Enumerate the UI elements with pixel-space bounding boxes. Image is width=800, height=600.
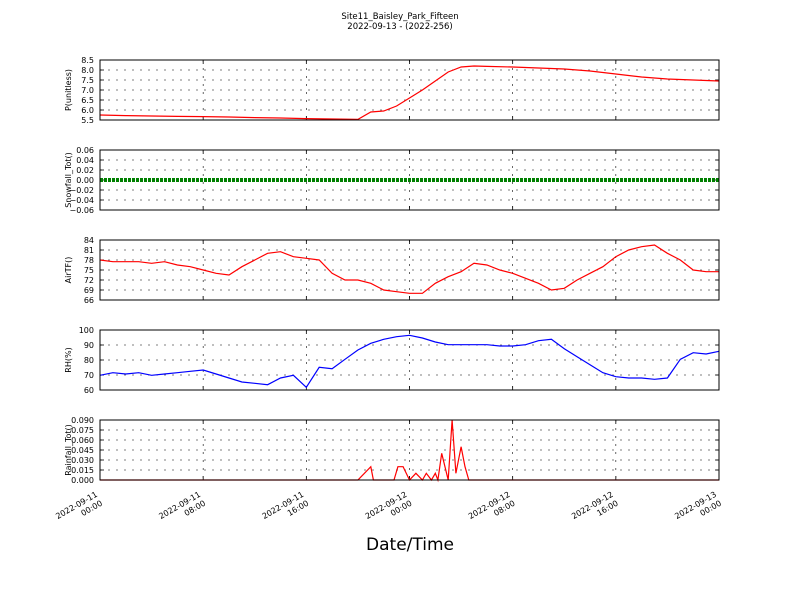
axes-frame [99,59,720,121]
y-tick-label: 7.0 [81,86,94,95]
y-tick-label: 8.0 [81,66,94,75]
x-tick-label: 2022-09-1200:00 [364,490,414,530]
x-axis-label: Date/Time [366,535,454,555]
y-tick-label: 0.090 [71,416,94,425]
y-tick-label: 100 [79,326,94,335]
y-tick-label: 69 [84,286,94,295]
x-tick-label: 2022-09-1216:00 [570,490,620,530]
series-line [99,244,719,294]
y-tick-label: −0.06 [69,206,94,215]
x-tick-label: 2022-09-1116:00 [261,490,311,530]
y-tick-label: 0.04 [76,156,94,165]
y-tick-label: 0.015 [71,466,94,475]
y-tick-label: 0.06 [76,146,94,155]
y-tick-label: 6.5 [81,96,94,105]
series-line [99,334,720,389]
y-tick-label: 72 [84,276,94,285]
panel-0: 8.58.07.57.06.56.05.5 P(unitless) [64,56,720,125]
panels-group: 8.58.07.57.06.56.05.5P(unitless)0.060.04… [64,56,720,485]
x-tick-label: 2022-09-1208:00 [467,490,517,530]
y-tick-label: 6.0 [81,106,94,115]
y-tick-label: −0.02 [69,186,94,195]
y-tick-label: 0.075 [71,426,94,435]
y-axis-label: RH(%) [64,347,73,372]
y-tick-label: 7.5 [81,76,94,85]
y-tick-label: 90 [84,341,94,350]
y-tick-label: 0.02 [76,166,94,175]
y-tick-label: 0.00 [76,176,94,185]
panel-3: 100 90 80 70 60 RH(%) [64,326,720,395]
axes-frame [99,329,720,391]
y-tick-label: 80 [84,356,94,365]
x-tick-label: 2022-09-1100:00 [54,490,104,530]
panel-1: 0.060.040.020.00−0.02−0.04−0.06Snowfall_… [64,146,720,215]
y-tick-label: 0.000 [71,476,94,485]
chart-title: Site11_Baisley_Park_Fifteen [341,12,458,22]
y-tick-label: 66 [84,296,94,305]
y-axis-label: P(unitless) [64,69,73,111]
y-axis-label: AirTF() [64,257,73,284]
y-axis-label: Rainfall_Tot() [64,424,73,476]
x-tick-label: 2022-09-1108:00 [157,490,207,530]
y-tick-label: 84 [84,236,94,245]
axes-frame [99,239,720,301]
y-tick-label: 0.030 [71,456,94,465]
series-line [99,65,720,121]
y-tick-label: 81 [84,246,94,255]
axes-frame [99,149,720,211]
y-tick-label: 75 [84,266,94,275]
chart-subtitle: 2022-09-13 - (2022-256) [347,22,452,32]
panel-4: 0.0900.0750.0600.0450.0300.0150.000Rainf… [64,416,720,485]
x-tick-labels: 2022-09-1100:00 2022-09-1108:00 2022-09-11… [54,490,723,530]
x-tick-label: 2022-09-1300:00 [673,490,723,530]
y-tick-label: 8.5 [81,56,94,65]
y-tick-label: −0.04 [69,196,94,205]
y-tick-label: 0.045 [71,446,94,455]
y-tick-label: 5.5 [81,116,94,125]
axes-frame [99,419,720,481]
y-tick-label: 0.060 [71,436,94,445]
y-tick-label: 78 [84,256,94,265]
y-tick-label: 60 [84,386,94,395]
y-axis-label: Snowfall_Tot() [64,152,73,208]
y-tick-label: 70 [84,371,94,380]
